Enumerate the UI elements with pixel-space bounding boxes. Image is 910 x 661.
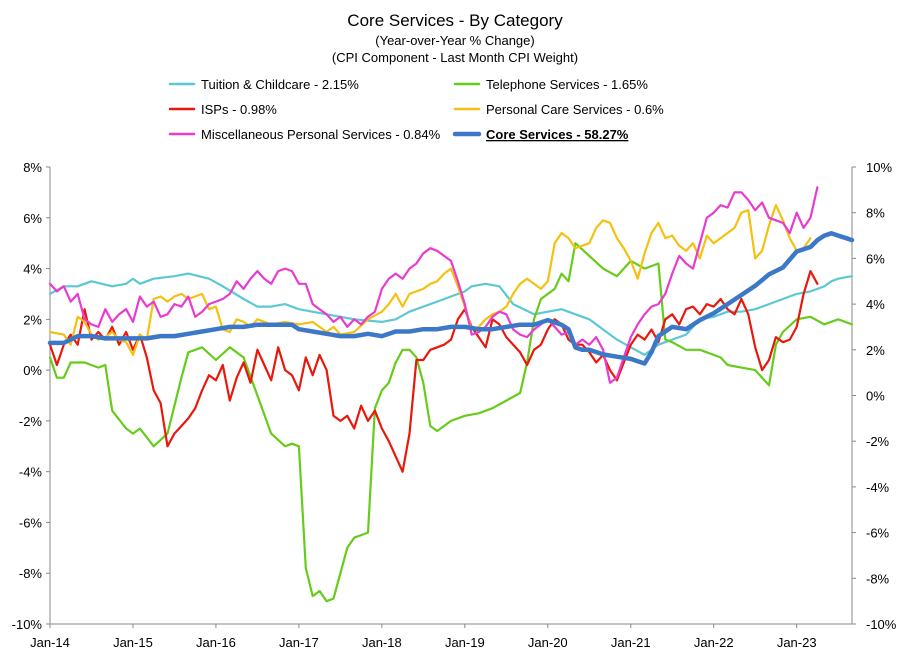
right-axis: 10% 8% 6% 4% 2% 0% -2% -4% -6% -8% -10% [851, 160, 897, 632]
legend-label-telephone-services-1-65: Telephone Services - 1.65% [486, 77, 648, 92]
right-tick-label: -2% [866, 434, 890, 449]
x-tick-label: Jan-21 [611, 635, 651, 650]
x-tick-label: Jan-23 [777, 635, 817, 650]
right-tick-label: -4% [866, 480, 890, 495]
x-tick-label: Jan-18 [362, 635, 402, 650]
right-tick-label: 2% [866, 343, 885, 358]
left-tick-label: 0% [23, 363, 42, 378]
left-axis: 8% 6% 4% 2% 0% -2% -4% -6% -8% -10% [12, 160, 51, 632]
chart-subtitle-1: (Year-over-Year % Change) [375, 33, 534, 48]
right-tick-label: 8% [866, 206, 885, 221]
left-tick-label: 4% [23, 262, 42, 277]
left-tick-label: -2% [19, 414, 43, 429]
chart-subtitle-2: (CPI Component - Last Month CPI Weight) [332, 50, 578, 65]
series-line-core-services-58-27 [47, 231, 855, 366]
legend-label-isps-0-98: ISPs - 0.98% [201, 102, 277, 117]
x-tick-label: Jan-19 [445, 635, 485, 650]
x-tick-label: Jan-17 [279, 635, 319, 650]
left-tick-label: 2% [23, 312, 42, 327]
legend-label-miscellaneous-personal-services-0-84: Miscellaneous Personal Services - 0.84% [201, 127, 441, 142]
left-tick-label: -6% [19, 515, 43, 530]
series-line-isps-0-98 [48, 270, 819, 473]
right-tick-label: 4% [866, 297, 885, 312]
right-tick-label: -6% [866, 526, 890, 541]
left-tick-label: -4% [19, 465, 43, 480]
right-tick-label: -8% [866, 571, 890, 586]
left-tick-label: -10% [12, 617, 43, 632]
right-tick-label: 10% [866, 160, 892, 175]
series-line-telephone-services-1-65 [48, 242, 854, 603]
x-tick-label: Jan-15 [113, 635, 153, 650]
chart-title: Core Services - By Category [347, 11, 563, 30]
right-tick-label: 6% [866, 251, 885, 266]
x-tick-label: Jan-14 [30, 635, 70, 650]
x-tick-label: Jan-20 [528, 635, 568, 650]
series-line-tuition-childcare-2-15 [48, 272, 854, 356]
legend-label-tuition-childcare-2-15: Tuition & Childcare - 2.15% [201, 77, 359, 92]
series-line-personal-care-services-0-6 [48, 204, 812, 356]
left-tick-label: 6% [23, 211, 42, 226]
legend-label-core-services-58-27: Core Services - 58.27% [486, 127, 629, 142]
right-tick-label: 0% [866, 389, 885, 404]
x-tick-label: Jan-16 [196, 635, 236, 650]
legend: Tuition & Childcare - 2.15% Telephone Ser… [168, 77, 664, 142]
left-tick-label: 8% [23, 160, 42, 175]
x-tick-label: Jan-22 [694, 635, 734, 650]
plot-lines [47, 186, 855, 603]
left-tick-label: -8% [19, 566, 43, 581]
right-tick-label: -10% [866, 617, 897, 632]
series-line-miscellaneous-personal-services-0-84 [48, 186, 819, 384]
legend-label-personal-care-services-0-6: Personal Care Services - 0.6% [486, 102, 664, 117]
x-axis: Jan-14 Jan-15 Jan-16 Jan-17 Jan-18 Jan-19 Jan-… [30, 623, 852, 650]
